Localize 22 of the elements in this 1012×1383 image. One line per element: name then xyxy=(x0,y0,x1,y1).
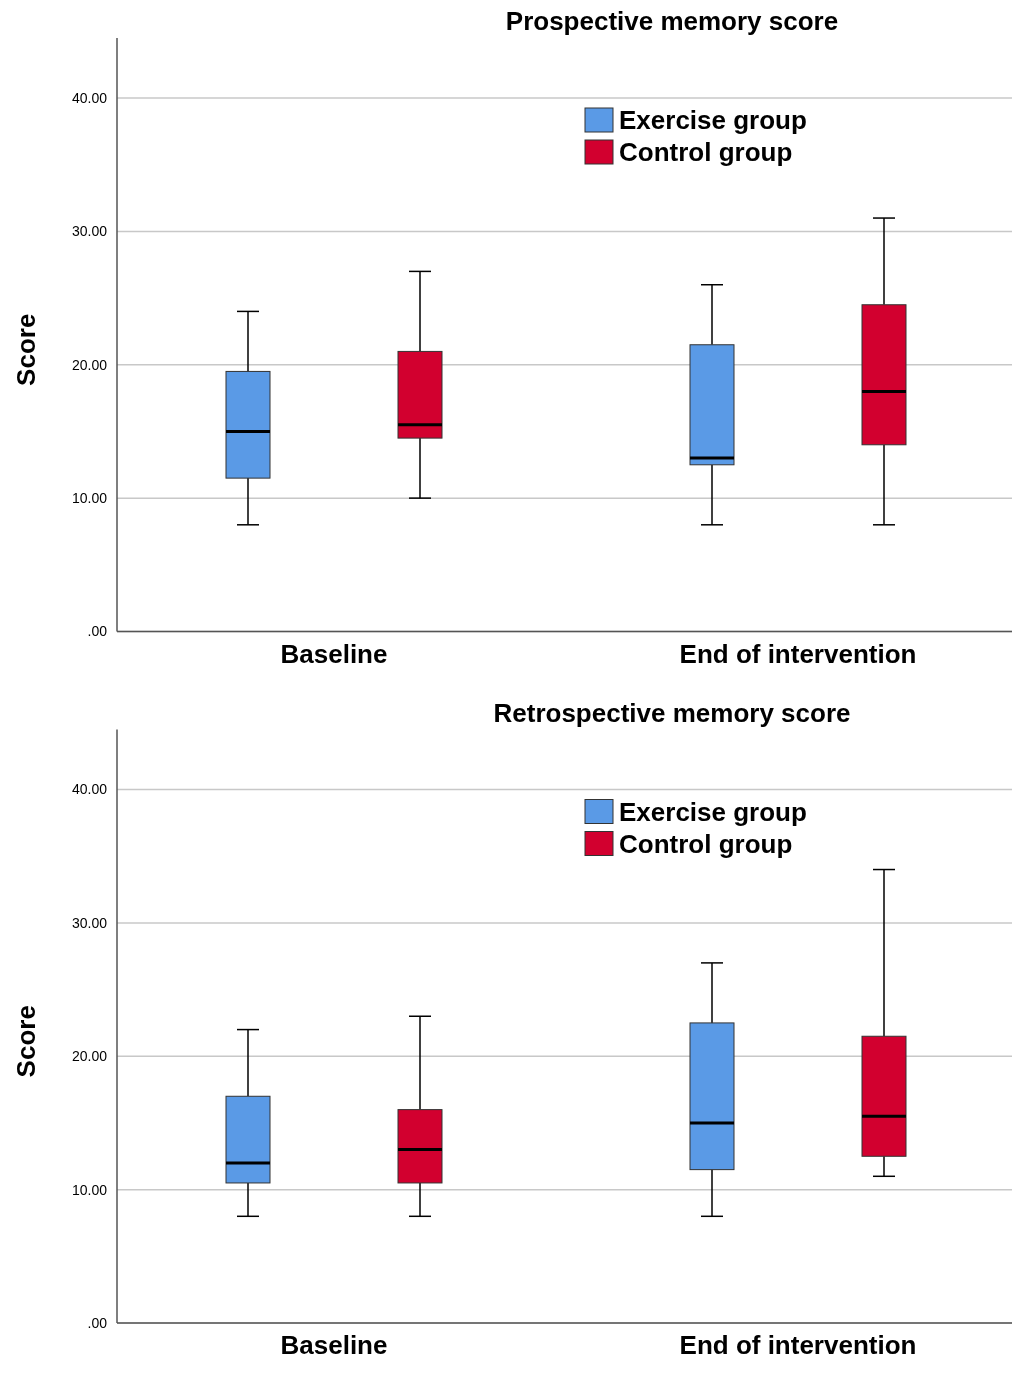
y-tick-label: 40.00 xyxy=(71,781,108,798)
y-axis-title: Score xyxy=(11,1005,41,1078)
x-tick-label: End of intervention xyxy=(679,638,917,669)
legend-label: Control group xyxy=(619,828,793,859)
y-tick-label: 30.00 xyxy=(71,223,108,240)
chart-title: Retrospective memory score xyxy=(493,697,851,728)
y-tick-label: 40.00 xyxy=(71,89,108,106)
y-tick-label: 10.00 xyxy=(71,490,108,507)
y-tick-label: .00 xyxy=(87,623,108,640)
y-tick-label: 10.00 xyxy=(71,1181,108,1198)
x-tick-label: Baseline xyxy=(280,1330,388,1360)
x-tick-label: End of intervention xyxy=(679,1330,917,1360)
chart-title: Prospective memory score xyxy=(505,6,839,36)
y-tick-label: .00 xyxy=(87,1314,108,1331)
y-tick-label: 30.00 xyxy=(71,914,108,931)
legend-label: Exercise group xyxy=(619,105,807,136)
y-tick-label: 20.00 xyxy=(71,1048,108,1065)
y-axis-title: Score xyxy=(11,313,41,386)
x-tick-label: Baseline xyxy=(280,638,388,669)
legend-label: Exercise group xyxy=(619,796,807,827)
y-tick-label: 20.00 xyxy=(71,356,108,373)
legend-label: Control group xyxy=(619,137,793,168)
